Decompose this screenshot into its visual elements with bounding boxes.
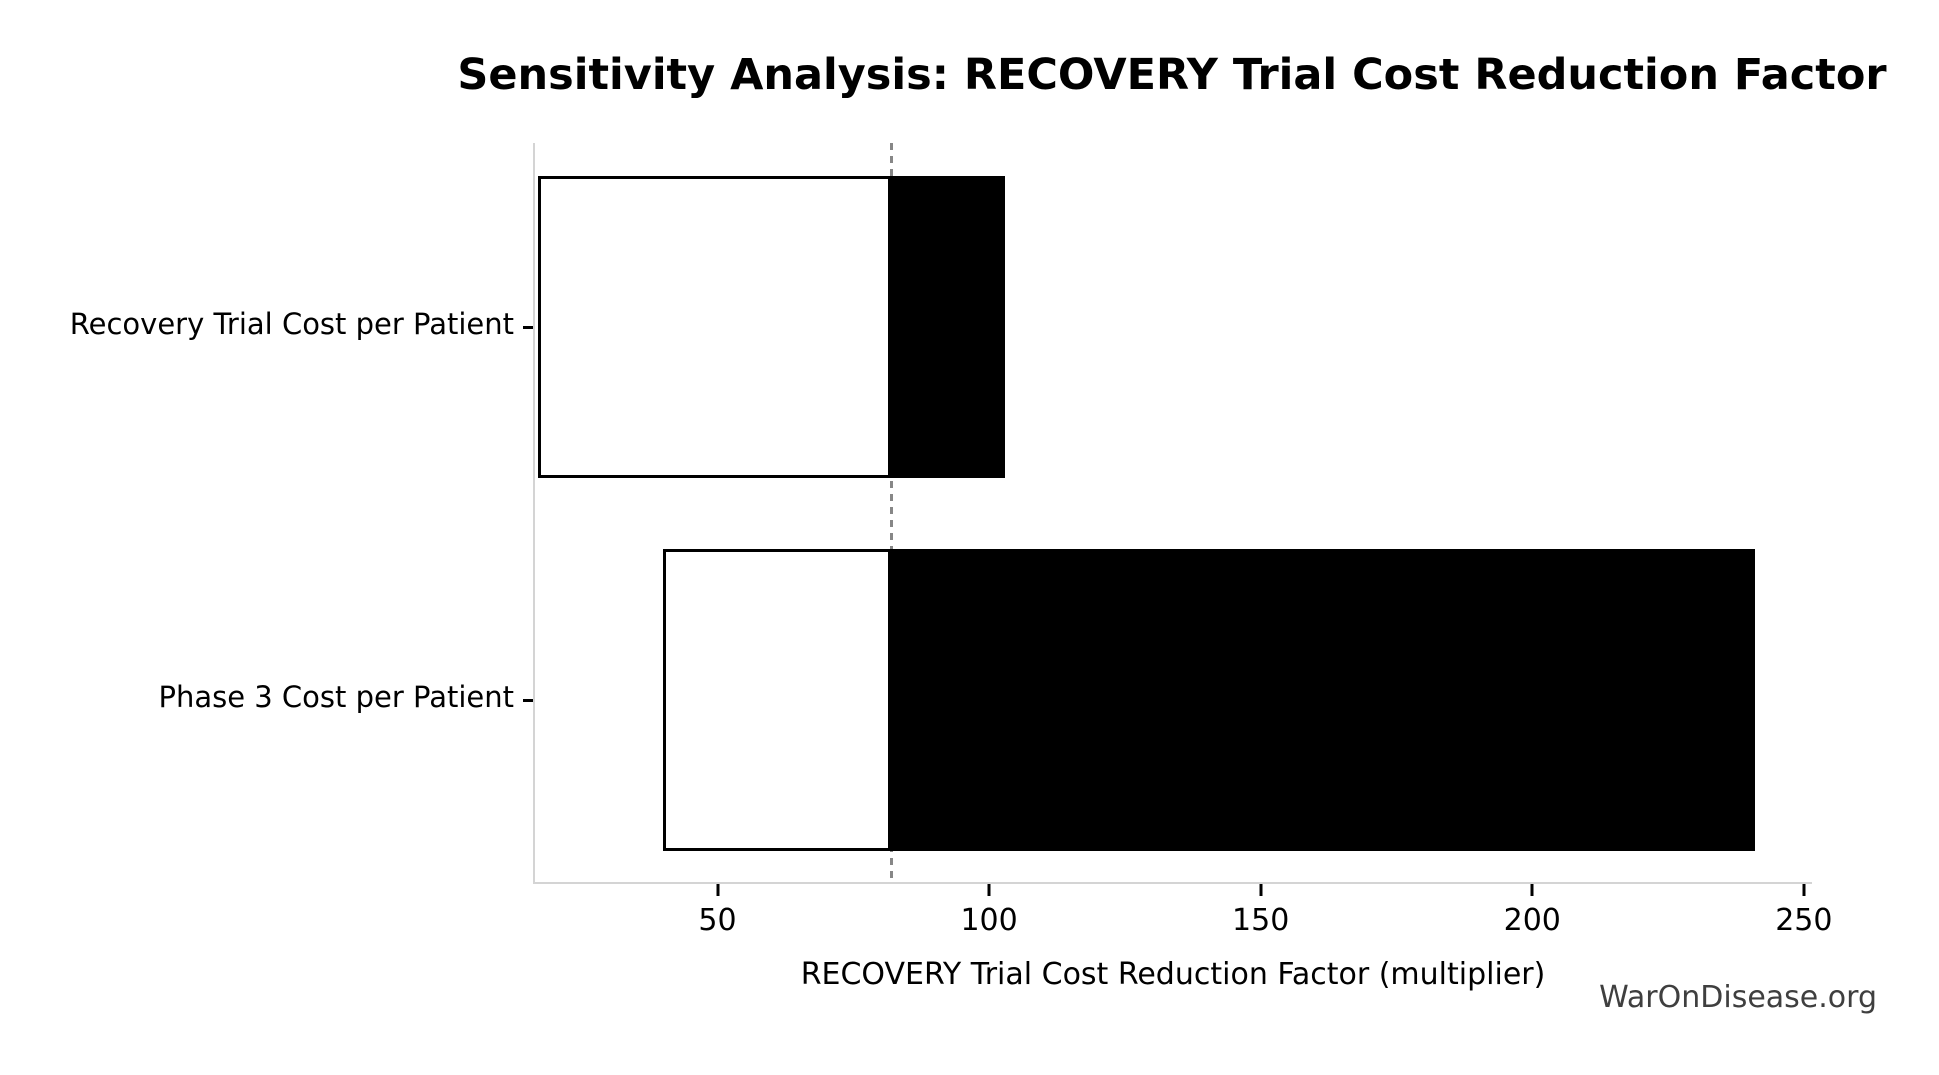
y-tick-mark <box>523 325 533 329</box>
x-tick-mark <box>987 884 991 896</box>
x-tick-label: 50 <box>698 903 737 938</box>
bar-low-segment <box>663 549 892 852</box>
x-tick-mark <box>716 884 719 896</box>
x-tick-label: 100 <box>960 903 1018 938</box>
x-tick-label: 250 <box>1775 903 1833 938</box>
y-tick-label: Phase 3 Cost per Patient <box>158 680 514 715</box>
y-tick-mark <box>523 698 533 702</box>
x-tick-mark <box>1530 884 1534 896</box>
x-tick-label: 200 <box>1503 903 1561 938</box>
chart-title: Sensitivity Analysis: RECOVERY Trial Cos… <box>457 50 1887 100</box>
x-axis-label: RECOVERY Trial Cost Reduction Factor (mu… <box>800 957 1546 992</box>
y-tick-label: Recovery Trial Cost per Patient <box>69 307 514 341</box>
bar-high-segment <box>891 549 1755 852</box>
plot-area <box>533 143 1812 884</box>
baseline-dashed-line <box>889 143 893 882</box>
x-tick-mark <box>1802 884 1806 896</box>
watermark-text: WarOnDisease.org <box>1599 980 1877 1015</box>
x-tick-mark <box>1259 884 1263 896</box>
bar-low-segment <box>538 175 892 479</box>
x-tick-label: 150 <box>1232 903 1290 938</box>
bar-high-segment <box>891 175 1006 479</box>
